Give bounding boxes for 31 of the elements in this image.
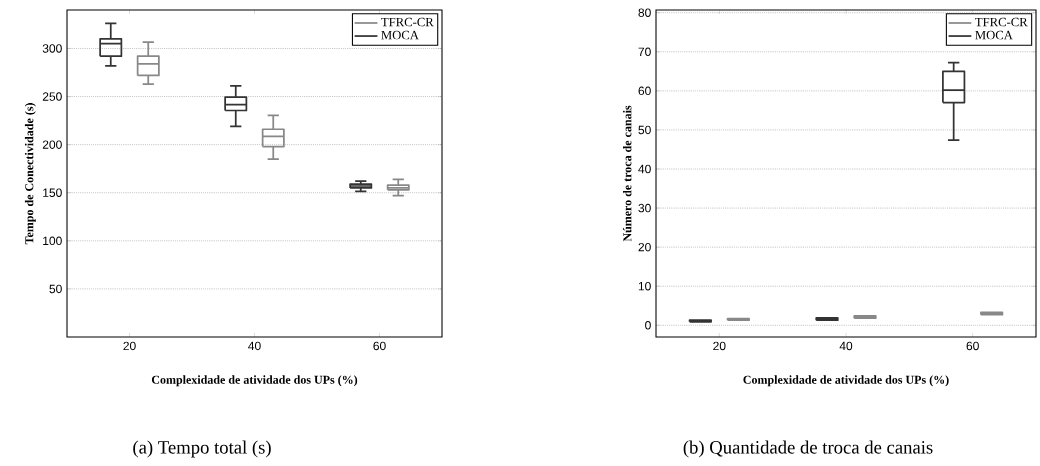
legend-label: TFRC-CR — [381, 17, 434, 27]
text: (a) Tempo total (s) — [133, 440, 271, 458]
y-tick-label: 150 — [43, 188, 62, 197]
y-tick-label: 10 — [638, 281, 651, 291]
x-tick-label: 60 — [966, 341, 979, 351]
x-axis-title: Complexidade de atividade dos UPs (%) — [743, 375, 949, 387]
y-axis-title: Tempo de Conectividade (s) — [24, 103, 36, 245]
y-tick-label: 70 — [638, 47, 651, 57]
x-tick-label: 20 — [123, 341, 136, 351]
y-tick-label: 20 — [638, 242, 651, 252]
x-axis-title: Complexidade de atividade dos UPs (%) — [151, 375, 358, 387]
y-tick-label: 0 — [645, 321, 651, 330]
y-tick-label: 300 — [42, 44, 62, 53]
legend-label: MOCA — [975, 30, 1013, 40]
x-tick-label: 40 — [839, 341, 853, 351]
text: (b) Quantidade de troca de canais — [683, 440, 933, 458]
y-tick-label: 50 — [49, 284, 62, 294]
legend-label: MOCA — [381, 30, 419, 40]
y-tick-label: 40 — [638, 164, 651, 174]
x-tick-label: 60 — [373, 341, 386, 351]
y-tick-label: 30 — [638, 203, 651, 213]
y-axis-title: Número de troca de canais — [622, 105, 632, 242]
y-tick-label: 250 — [42, 92, 62, 101]
x-tick-label: 20 — [713, 341, 726, 351]
y-tick-label: 200 — [42, 140, 62, 149]
legend-label: TFRC-CR — [975, 17, 1028, 27]
y-tick-label: 80 — [638, 8, 651, 17]
y-tick-label: 60 — [638, 86, 651, 96]
y-tick-label: 100 — [43, 236, 62, 246]
x-tick-label: 40 — [248, 341, 261, 351]
y-tick-label: 50 — [638, 125, 651, 135]
